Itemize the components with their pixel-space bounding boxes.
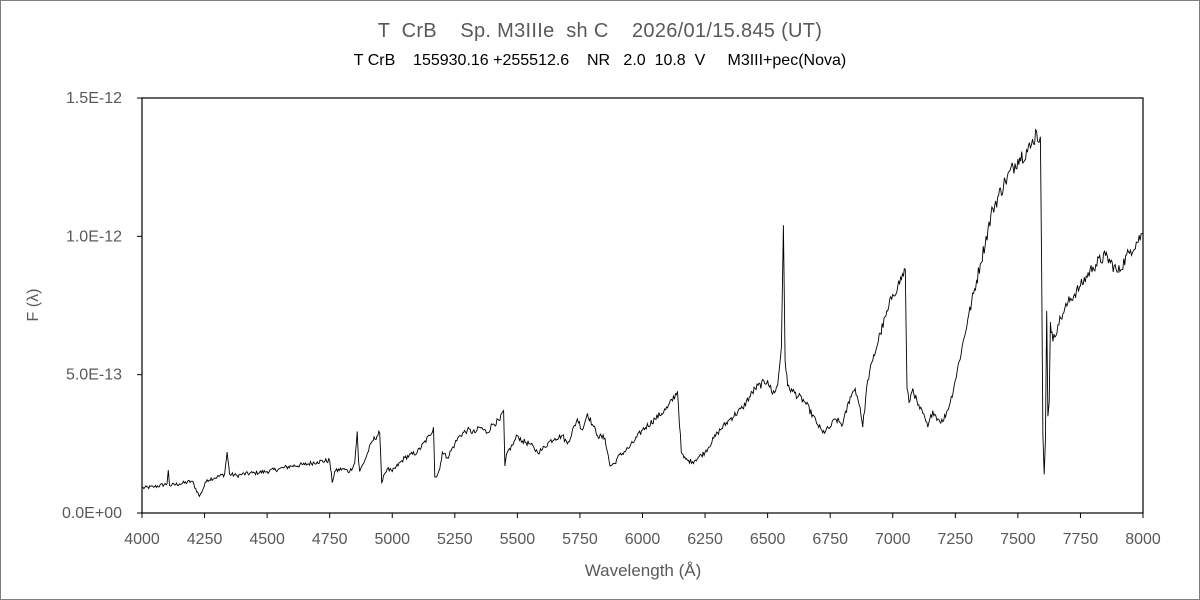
x-tick-label: 6250 <box>687 531 723 548</box>
x-tick-label: 7750 <box>1063 531 1099 548</box>
x-tick-label: 7250 <box>938 531 974 548</box>
x-tick-label: 5000 <box>374 531 410 548</box>
x-tick-label: 7000 <box>875 531 911 548</box>
x-tick-label: 4500 <box>249 531 285 548</box>
x-tick-label: 8000 <box>1125 531 1161 548</box>
plot-area <box>141 97 1144 514</box>
x-tick-label: 5750 <box>562 531 598 548</box>
x-tick-label: 4250 <box>187 531 223 548</box>
y-axis-label: F (λ) <box>25 289 42 322</box>
chart-title: T CrB Sp. M3IIIe sh C 2026/01/15.845 (UT… <box>377 20 823 42</box>
y-tick-label: 1.5E-12 <box>66 90 122 107</box>
x-tick-label: 6000 <box>625 531 661 548</box>
x-tick-label: 5250 <box>437 531 473 548</box>
y-tick-label: 1.0E-12 <box>66 228 122 245</box>
y-tick-label: 0.0E+00 <box>62 505 122 522</box>
x-tick-label: 4000 <box>124 531 160 548</box>
x-tick-label: 6750 <box>812 531 848 548</box>
x-tick-label: 6500 <box>750 531 786 548</box>
chart-subtitle: T CrB 155930.16 +255512.6 NR 2.0 10.8 V … <box>353 52 847 69</box>
x-tick-label: 4750 <box>312 531 348 548</box>
x-tick-label: 7500 <box>1000 531 1036 548</box>
spectrum-line <box>141 128 1143 498</box>
y-tick-label: 5.0E-13 <box>66 367 122 384</box>
x-tick-label: 5500 <box>500 531 536 548</box>
x-axis-label: Wavelength (Å) <box>585 561 702 580</box>
